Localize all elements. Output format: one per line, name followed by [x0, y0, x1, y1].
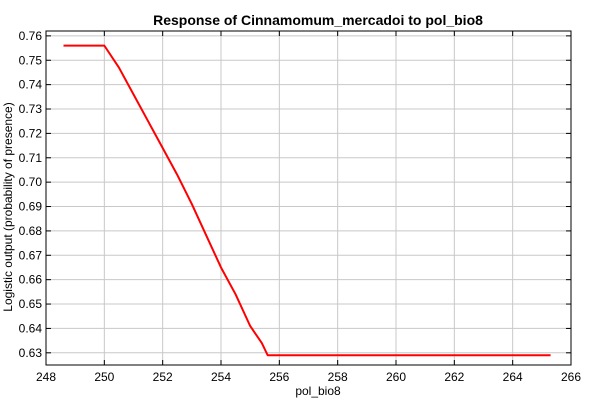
- x-tick-label: 256: [269, 370, 289, 384]
- y-tick-label: 0.67: [19, 248, 43, 262]
- x-tick-label: 264: [503, 370, 523, 384]
- x-tick-label: 254: [211, 370, 231, 384]
- x-tick-label: 258: [328, 370, 348, 384]
- x-tick-label: 262: [444, 370, 464, 384]
- y-tick-label: 0.65: [19, 297, 43, 311]
- series-layer: [63, 44, 551, 357]
- plot-area-frame: [45, 30, 572, 366]
- y-tick-label: 0.74: [19, 78, 43, 92]
- x-axis-label: pol_bio8: [295, 384, 341, 398]
- x-tick-label: 260: [386, 370, 406, 384]
- y-tick-label: 0.64: [19, 321, 43, 335]
- x-tick-label: 252: [153, 370, 173, 384]
- response-curve-line: [63, 44, 551, 357]
- grid: [45, 31, 572, 365]
- y-tick-label: 0.63: [19, 346, 43, 360]
- y-tick-label: 0.69: [19, 200, 43, 214]
- y-tick-label: 0.70: [19, 175, 43, 189]
- y-tick-label: 0.72: [19, 126, 43, 140]
- x-tick-label: 266: [561, 370, 581, 384]
- y-axis-label: Logistic output (probability of presence…: [1, 102, 15, 311]
- y-tick-label: 0.76: [19, 29, 43, 43]
- y-tick-label: 0.75: [19, 53, 43, 67]
- x-tick-label: 250: [94, 370, 114, 384]
- x-tick-label: 248: [36, 370, 56, 384]
- axis-ticks: 248 250 252 254 256 258 260 262 264 266 0.63 0.64 0.…: [19, 29, 582, 384]
- y-tick-label: 0.68: [19, 224, 43, 238]
- y-tick-label: 0.73: [19, 102, 43, 116]
- y-tick-label: 0.66: [19, 273, 43, 287]
- y-tick-label: 0.71: [19, 151, 43, 165]
- chart-title: Response of Cinnamomum_mercadoi to pol_b…: [153, 12, 483, 28]
